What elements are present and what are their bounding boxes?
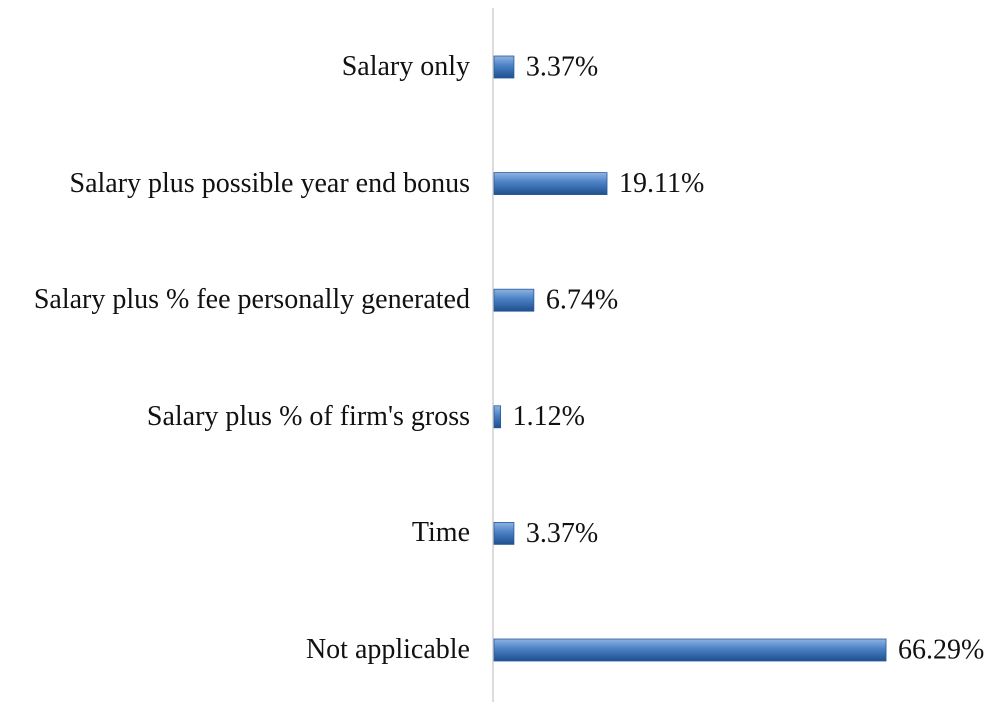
value-label: 3.37% xyxy=(526,51,598,82)
bar xyxy=(493,55,515,79)
category-label: Not applicable xyxy=(305,634,470,665)
bar xyxy=(493,522,515,545)
category-label: Time xyxy=(411,517,470,549)
value-label: 1.12% xyxy=(513,401,585,432)
bar xyxy=(493,638,887,662)
category-label: Salary plus % of firm's gross xyxy=(146,400,470,432)
category-label: Salary only xyxy=(341,51,470,82)
bar xyxy=(493,172,608,196)
value-label: 66.29% xyxy=(898,634,984,665)
category-label: Salary plus % fee personally generated xyxy=(33,284,470,316)
value-label: 6.74% xyxy=(546,285,618,316)
bar xyxy=(493,405,502,429)
bar xyxy=(493,288,535,312)
category-label: Salary plus possible year end bonus xyxy=(69,167,471,199)
value-label: 19.11% xyxy=(619,168,704,199)
value-label: 3.37% xyxy=(526,518,598,549)
